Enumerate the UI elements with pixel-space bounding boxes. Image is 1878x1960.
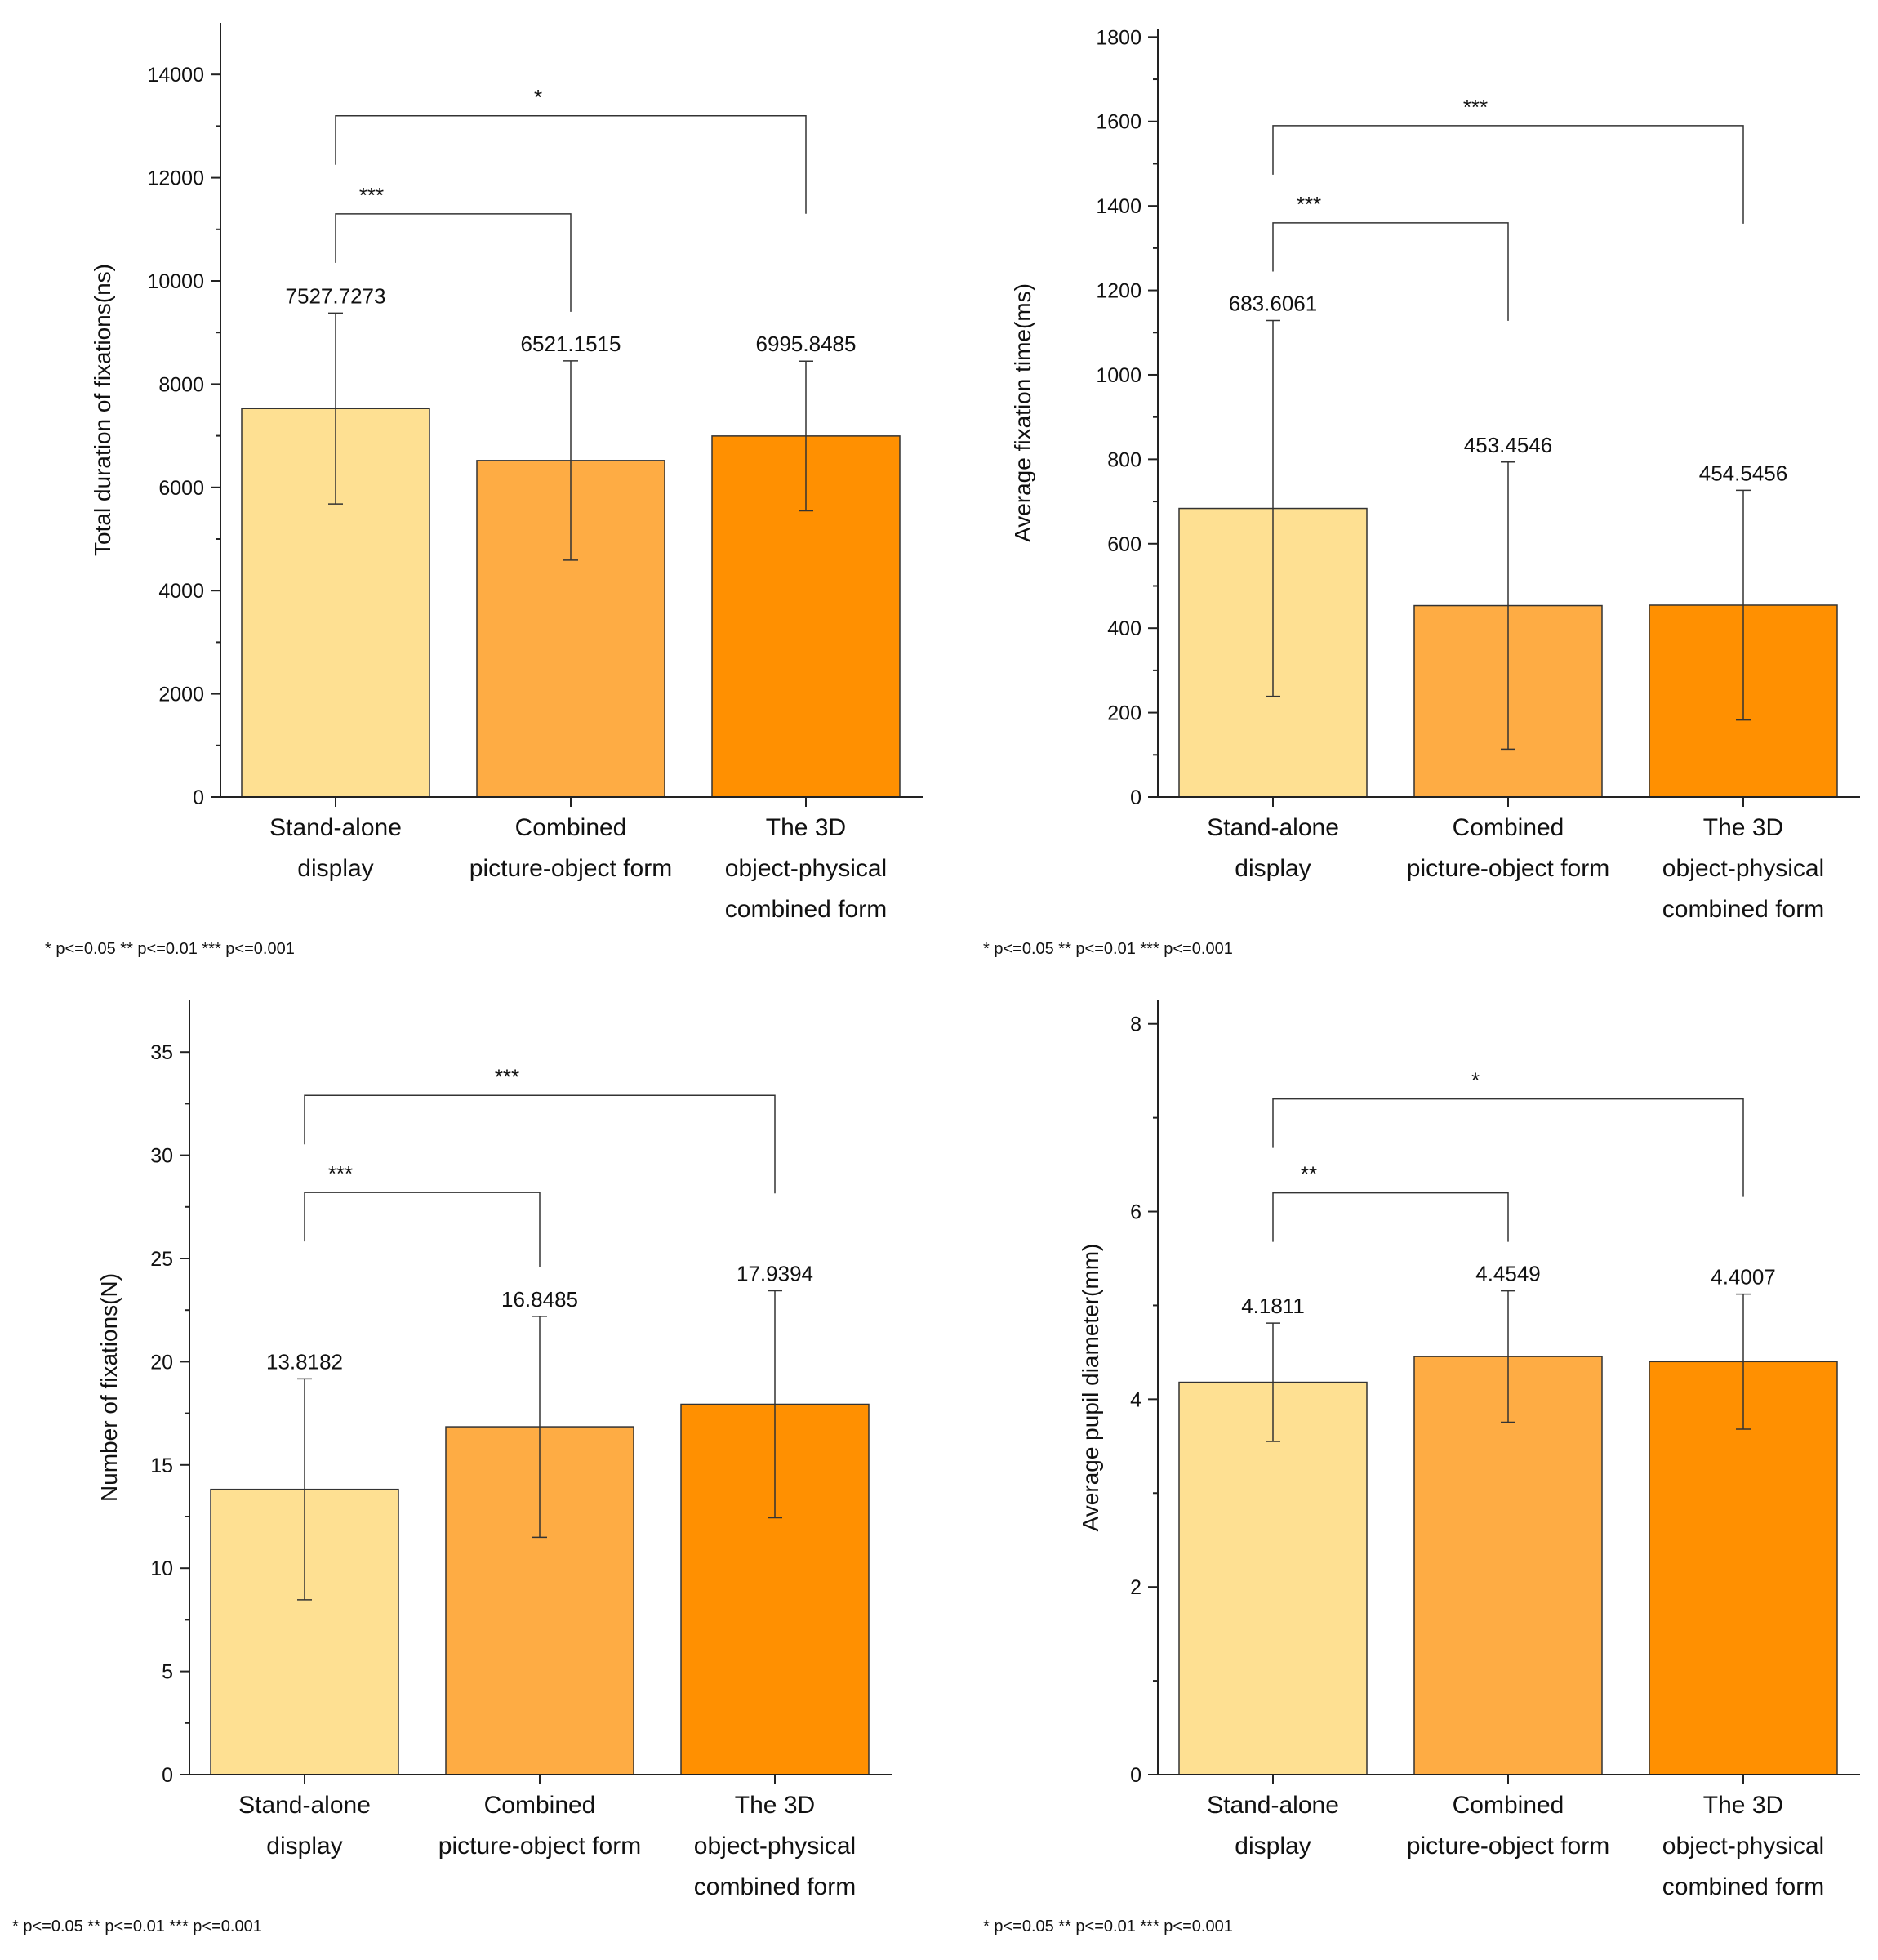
y-axis-title: Total duration of fixations(ns) <box>90 264 115 556</box>
significance-label-2: * <box>1471 1068 1480 1093</box>
y-tick-label-1: 2 <box>1130 1576 1141 1599</box>
significance-bracket-2 <box>1272 125 1744 224</box>
significance-label-2: *** <box>495 1064 519 1089</box>
y-tick-label-4: 800 <box>1107 448 1141 471</box>
category-label-1: Stand-alone display <box>269 814 402 882</box>
y-tick-label-9: 1800 <box>1096 26 1141 49</box>
y-tick-label-5: 10000 <box>147 270 204 293</box>
significance-label-1: *** <box>328 1161 353 1186</box>
value-label-2: 6521.1515 <box>521 332 621 356</box>
y-tick-label-3: 6000 <box>158 477 204 500</box>
significance-label-2: *** <box>1463 95 1488 119</box>
significance-footnote: * p<=0.05 ** p<=0.01 *** p<=0.001 <box>45 940 295 958</box>
error-bar-2 <box>563 360 578 561</box>
value-label-3: 17.9394 <box>737 1261 813 1285</box>
error-bar-1 <box>328 312 343 505</box>
category-label-3: The 3D object-physical combined form <box>725 814 887 923</box>
error-bar-3 <box>799 360 813 512</box>
y-tick-label-3: 6 <box>1130 1201 1141 1224</box>
value-label-1: 7527.7273 <box>286 283 386 308</box>
y-tick-label-5: 1000 <box>1096 364 1141 387</box>
y-tick-label-2: 4 <box>1130 1388 1141 1411</box>
error-bar-1 <box>1266 319 1280 697</box>
y-tick-label-2: 400 <box>1107 617 1141 640</box>
y-tick-label-6: 30 <box>150 1145 173 1168</box>
significance-bracket-2 <box>304 1094 776 1194</box>
error-bar-1 <box>1266 1322 1280 1442</box>
y-tick-label-0: 0 <box>1130 1764 1141 1787</box>
significance-bracket-1 <box>304 1192 541 1267</box>
significance-footnote: * p<=0.05 ** p<=0.01 *** p<=0.001 <box>983 1918 1233 1936</box>
category-label-2: Combined picture-object form <box>1407 814 1609 882</box>
error-bar-2 <box>1501 1290 1515 1423</box>
value-label-2: 453.4546 <box>1464 433 1552 457</box>
y-tick-label-7: 35 <box>150 1041 173 1064</box>
y-tick-label-2: 4000 <box>158 580 204 603</box>
y-tick-label-4: 8000 <box>158 373 204 396</box>
bar-2 <box>1413 1356 1603 1775</box>
value-label-3: 454.5456 <box>1699 461 1787 485</box>
category-label-3: The 3D object-physical combined form <box>694 1792 856 1900</box>
y-tick-label-4: 20 <box>150 1351 173 1374</box>
significance-bracket-2 <box>1272 1098 1744 1197</box>
y-tick-label-2: 10 <box>150 1557 173 1580</box>
chart-panel-number-of-fixations: 13.8182 16.8485 17.9394 *** *** 0 5 10 15 20 25 30 3… <box>12 1000 892 1936</box>
y-tick-label-6: 1200 <box>1096 280 1141 303</box>
category-label-1: Stand-alone display <box>1207 814 1339 882</box>
value-label-3: 6995.8485 <box>756 332 857 356</box>
y-axis-title: Average fixation time(ms) <box>1010 283 1035 542</box>
error-bar-3 <box>1736 489 1751 721</box>
significance-footnote: * p<=0.05 ** p<=0.01 *** p<=0.001 <box>983 940 1233 958</box>
error-bar-2 <box>532 1316 547 1539</box>
category-label-2: Combined picture-object form <box>438 1792 641 1860</box>
category-label-2: Combined picture-object form <box>470 814 672 882</box>
bar-3 <box>1649 1361 1838 1775</box>
error-bar-2 <box>1501 461 1515 751</box>
y-tick-label-1: 2000 <box>158 684 204 706</box>
value-label-2: 16.8485 <box>501 1287 578 1312</box>
category-label-3: The 3D object-physical combined form <box>1662 814 1824 923</box>
y-tick-label-0: 0 <box>162 1764 173 1787</box>
chart-panel-average-fixation-time: 683.6061 453.4546 454.5456 *** *** 0 200 400 600… <box>983 26 1860 958</box>
y-tick-label-0: 0 <box>1130 786 1141 809</box>
error-bar-3 <box>1736 1293 1751 1430</box>
y-axis-title: Average pupil diameter(mm) <box>1078 1244 1103 1532</box>
value-label-1: 4.1811 <box>1241 1294 1305 1318</box>
category-label-1: Stand-alone display <box>1207 1792 1339 1860</box>
category-label-3: The 3D object-physical combined form <box>1662 1792 1824 1900</box>
y-tick-label-5: 25 <box>150 1248 173 1271</box>
y-tick-label-3: 15 <box>150 1454 173 1477</box>
error-bar-3 <box>768 1290 782 1519</box>
y-tick-label-8: 1600 <box>1096 111 1141 134</box>
bar-1 <box>1178 1381 1368 1775</box>
category-label-2: Combined picture-object form <box>1407 1792 1609 1860</box>
value-label-3: 4.4007 <box>1711 1265 1776 1290</box>
significance-bracket-1 <box>335 213 572 312</box>
y-tick-label-0: 0 <box>193 786 204 809</box>
category-label-1: Stand-alone display <box>238 1792 371 1860</box>
significance-label-1: ** <box>1301 1162 1317 1187</box>
significance-bracket-1 <box>1272 222 1509 321</box>
y-axis-title: Number of fixations(N) <box>96 1273 122 1502</box>
y-tick-label-7: 14000 <box>147 64 204 87</box>
significance-label-2: * <box>534 85 542 109</box>
significance-footnote: * p<=0.05 ** p<=0.01 *** p<=0.001 <box>12 1918 262 1936</box>
significance-label-1: *** <box>359 183 384 207</box>
value-label-1: 683.6061 <box>1229 291 1317 315</box>
y-tick-label-1: 5 <box>162 1661 173 1684</box>
y-tick-label-6: 12000 <box>147 167 204 190</box>
y-tick-label-1: 200 <box>1107 702 1141 725</box>
y-tick-label-7: 1400 <box>1096 195 1141 218</box>
significance-bracket-1 <box>1272 1192 1509 1242</box>
value-label-1: 13.8182 <box>266 1349 343 1374</box>
y-tick-label-3: 600 <box>1107 533 1141 556</box>
significance-bracket-2 <box>335 115 807 214</box>
error-bar-1 <box>297 1378 312 1601</box>
y-tick-label-4: 8 <box>1130 1013 1141 1036</box>
significance-label-1: *** <box>1297 192 1321 216</box>
value-label-2: 4.4549 <box>1475 1262 1541 1286</box>
